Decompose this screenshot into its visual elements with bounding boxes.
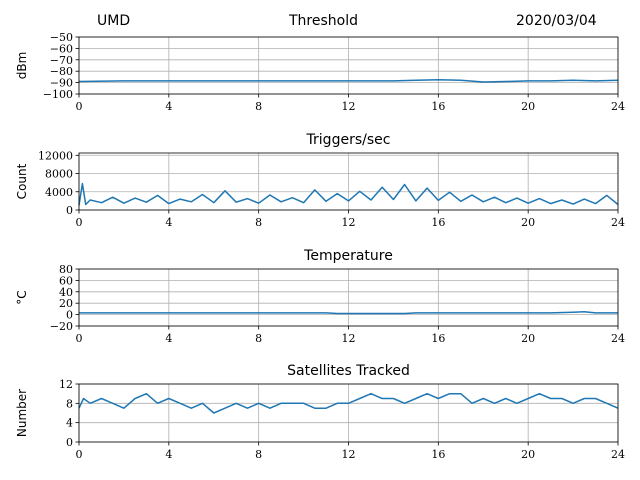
threshold-ytick-label: −90	[50, 77, 73, 90]
threshold-xtick-label: 4	[165, 100, 172, 113]
header-station-label: UMD	[97, 13, 131, 29]
satellites-xtick-label: 16	[431, 448, 445, 461]
temperature-series-line	[79, 311, 618, 315]
temperature-xtick-label: 4	[165, 332, 172, 345]
threshold-xtick-label: 24	[611, 100, 625, 113]
grid-layer	[78, 36, 619, 443]
satellites-ytick-label: 4	[66, 417, 73, 430]
satellites-xtick-label: 0	[76, 448, 83, 461]
satellites-xtick-label: 20	[521, 448, 535, 461]
triggers-xtick-label: 8	[255, 216, 262, 229]
temperature-ytick-label: 80	[59, 263, 73, 276]
temperature-xtick-label: 16	[431, 332, 445, 345]
satellites-ylabel: Number	[15, 389, 29, 437]
satellites-xtick-label: 12	[342, 448, 356, 461]
triggers-ytick-label: 4000	[45, 186, 73, 199]
satellites-title: Satellites Tracked	[287, 363, 410, 379]
triggers-ytick-label: 0	[66, 204, 73, 217]
temperature-title: Temperature	[303, 248, 393, 264]
temperature-ytick-label: −20	[50, 320, 73, 333]
frame-layer	[75, 36, 619, 446]
triggers-title: Triggers/sec	[306, 132, 391, 148]
temperature-xtick-label: 0	[76, 332, 83, 345]
threshold-series-line	[78, 79, 619, 83]
temperature-xtick-label: 24	[611, 332, 625, 345]
temperature-xtick-label: 12	[342, 332, 356, 345]
temperature-xtick-label: 20	[521, 332, 535, 345]
temperature-ytick-label: 20	[59, 297, 73, 310]
temperature-ytick-label: 0	[66, 309, 73, 322]
threshold-ytick-label: −80	[50, 65, 73, 78]
threshold-xtick-label: 8	[255, 100, 262, 113]
triggers-xtick-label: 24	[611, 216, 625, 229]
threshold-xtick-label: 0	[76, 100, 83, 113]
triggers-xtick-label: 12	[342, 216, 356, 229]
threshold-ytick-label: −70	[50, 54, 73, 67]
header-panel-title: Threshold	[289, 13, 358, 29]
satellites-xtick-label: 8	[255, 448, 262, 461]
triggers-ytick-label: 12000	[38, 149, 73, 162]
threshold-ytick-label: −50	[50, 31, 73, 44]
temperature-xtick-label: 8	[255, 332, 262, 345]
text-layer: 0 4 8 12 16 20 24 −100−90−80−70−60−50 dBm 0 4 8 12 16…	[15, 31, 625, 461]
threshold-xtick-label: 20	[521, 100, 535, 113]
temperature-ytick-label: 60	[59, 274, 73, 287]
threshold-ylabel: dBm	[15, 52, 29, 80]
threshold-xtick-label: 12	[342, 100, 356, 113]
satellites-xtick-label: 24	[611, 448, 625, 461]
triggers-xtick-label: 4	[165, 216, 172, 229]
triggers-xtick-label: 0	[76, 216, 83, 229]
header-date-label: 2020/03/04	[516, 13, 597, 29]
satellites-xtick-label: 4	[165, 448, 172, 461]
satellites-ytick-label: 8	[66, 397, 73, 410]
triggers-xtick-label: 16	[431, 216, 445, 229]
triggers-ylabel: Count	[15, 163, 29, 199]
satellites-series-line	[78, 392, 619, 414]
threshold-ytick-label: −100	[43, 88, 73, 101]
data-layer	[78, 79, 619, 414]
triggers-xtick-label: 20	[521, 216, 535, 229]
satellites-ytick-label: 0	[66, 436, 73, 449]
satellites-ytick-label: 12	[59, 378, 73, 391]
threshold-ytick-label: −60	[50, 42, 73, 55]
temperature-ytick-label: 40	[59, 286, 73, 299]
triggers-series-line	[78, 182, 619, 206]
threshold-xtick-label: 16	[431, 100, 445, 113]
triggers-ytick-label: 8000	[45, 168, 73, 181]
temperature-ylabel: °C	[15, 290, 29, 304]
